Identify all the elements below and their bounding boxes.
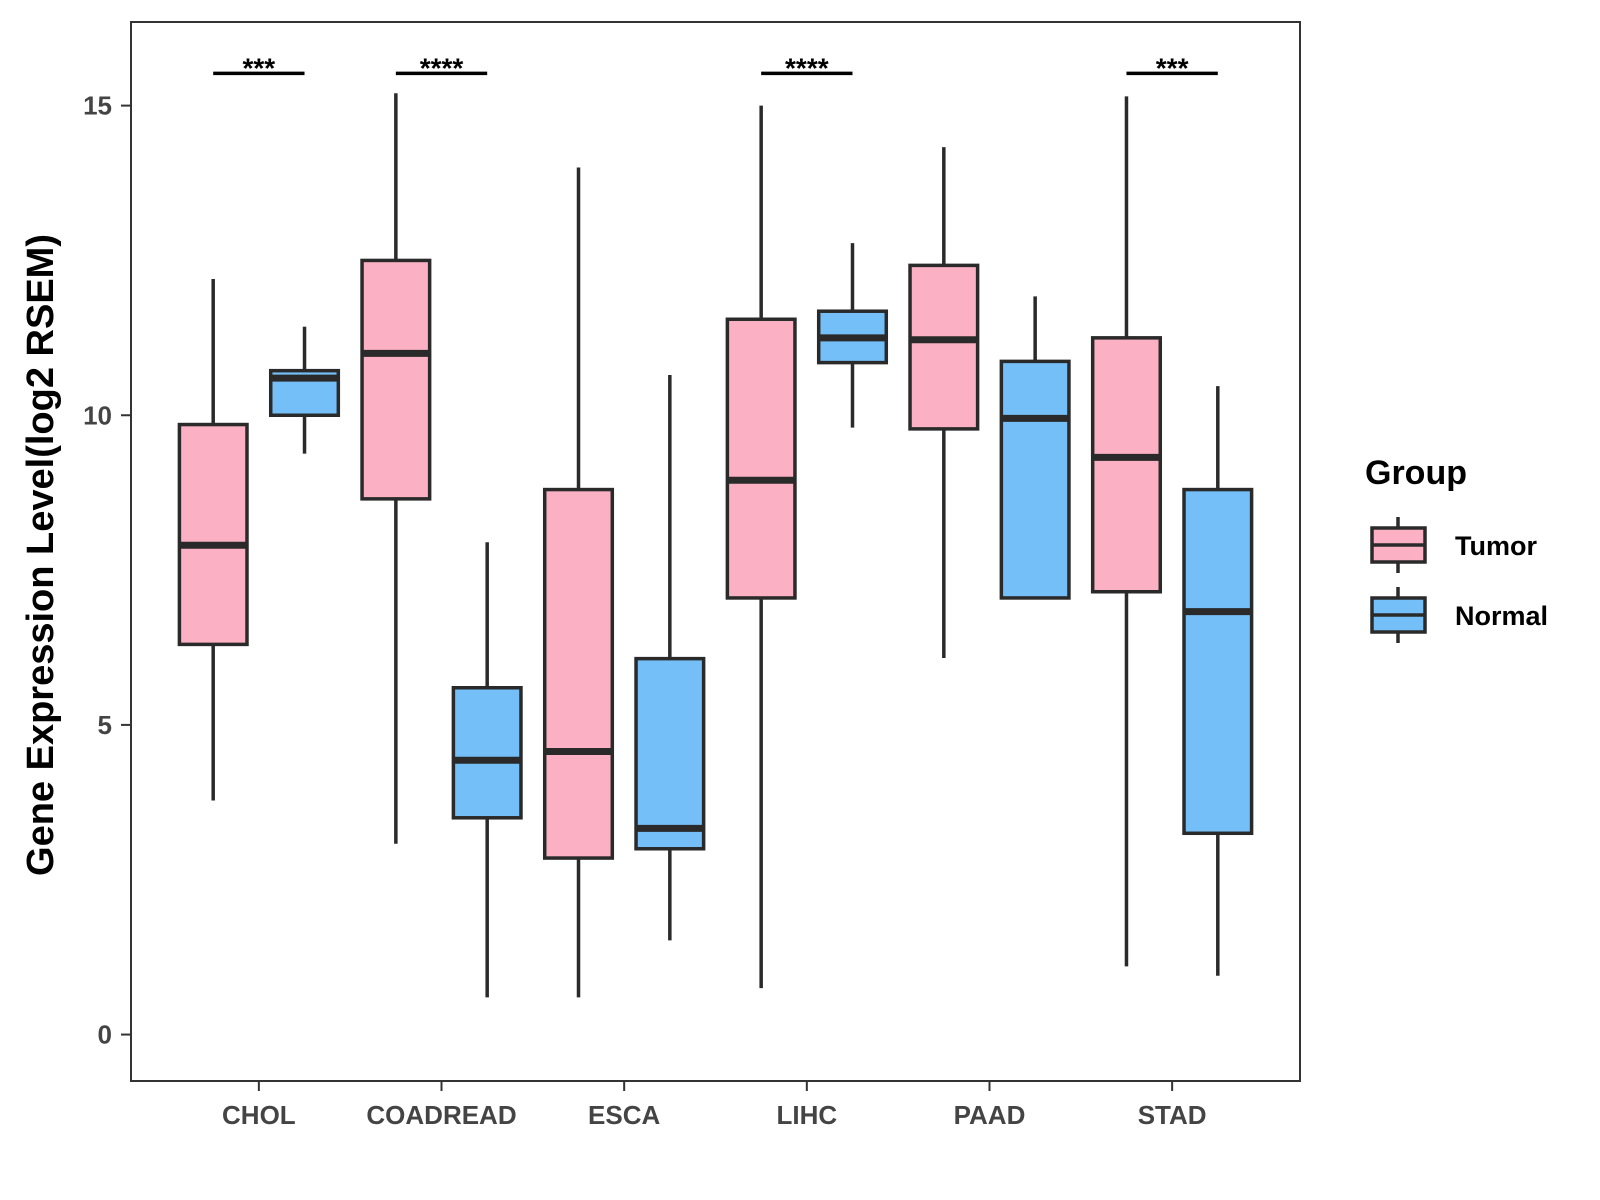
box-iqr bbox=[725, 317, 797, 600]
box-tumor-coadread bbox=[360, 93, 432, 844]
x-tick-label: STAD bbox=[1138, 1100, 1207, 1130]
significance-stad: *** bbox=[1126, 52, 1218, 83]
significance-coadread: **** bbox=[395, 52, 488, 83]
box-iqr bbox=[360, 258, 432, 501]
plot-border bbox=[130, 21, 1301, 1082]
y-tick-label: 0 bbox=[98, 1020, 112, 1050]
box-normal-lihc bbox=[816, 243, 889, 428]
box-iqr bbox=[177, 422, 249, 647]
significance-label: *** bbox=[243, 52, 276, 83]
x-tick-label: ESCA bbox=[588, 1100, 660, 1130]
y-tick-label: 5 bbox=[98, 710, 112, 740]
box-normal-chol bbox=[268, 326, 341, 454]
significance-label: *** bbox=[1156, 52, 1189, 83]
significance-chol: *** bbox=[213, 52, 305, 83]
box-normal-esca bbox=[634, 375, 706, 941]
significance-annotations: *** **** **** *** bbox=[213, 52, 1218, 83]
y-axis-title: Gene Expression Level(log2 RSEM) bbox=[20, 234, 62, 876]
axes: 0 5 10 15 CHOL COADREAD ESCA LIHC PAAD STAD bbox=[83, 21, 1301, 1130]
significance-label: **** bbox=[420, 52, 464, 83]
box-iqr bbox=[908, 263, 980, 431]
significance-label: **** bbox=[785, 52, 829, 83]
box-iqr bbox=[1090, 336, 1163, 594]
legend: Group Tumor Normal bbox=[1365, 454, 1548, 643]
y-tick-label: 15 bbox=[83, 91, 112, 121]
legend-title: Group bbox=[1365, 454, 1467, 492]
x-tick-label: LIHC bbox=[776, 1100, 837, 1130]
box-normal-paad bbox=[999, 296, 1071, 600]
y-tick-label: 10 bbox=[83, 400, 112, 430]
box-tumor-chol bbox=[177, 279, 249, 801]
box-iqr bbox=[542, 487, 615, 860]
legend-entry-normal: Normal bbox=[1370, 587, 1548, 643]
box-tumor-paad bbox=[908, 147, 980, 659]
box-tumor-stad bbox=[1090, 96, 1163, 967]
x-tick-label: PAAD bbox=[954, 1100, 1026, 1130]
x-tick-label: COADREAD bbox=[366, 1100, 516, 1130]
box-iqr bbox=[634, 656, 706, 851]
box-normal-coadread bbox=[451, 542, 523, 998]
legend-label: Normal bbox=[1455, 601, 1548, 631]
box-tumor-lihc bbox=[725, 105, 797, 989]
box-iqr bbox=[999, 359, 1071, 600]
box-iqr bbox=[1182, 487, 1254, 836]
box-normal-stad bbox=[1182, 386, 1254, 976]
box-iqr bbox=[451, 685, 523, 820]
significance-lihc: **** bbox=[761, 52, 853, 83]
plot-area bbox=[131, 22, 1300, 1081]
x-tick-label: CHOL bbox=[222, 1100, 296, 1130]
box-tumor-esca bbox=[542, 167, 615, 998]
legend-label: Tumor bbox=[1455, 531, 1537, 561]
legend-entry-tumor: Tumor bbox=[1370, 517, 1537, 573]
